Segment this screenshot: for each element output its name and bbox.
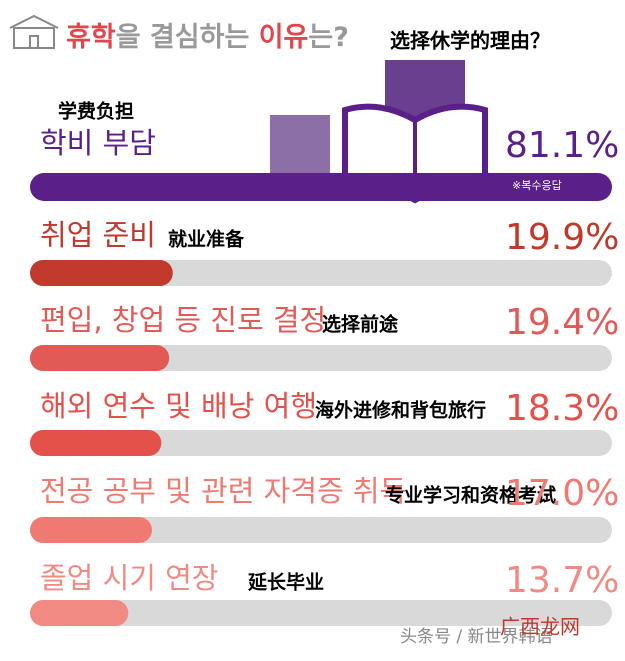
bar	[30, 430, 162, 456]
bar-track	[30, 260, 612, 286]
category-translation: 专业学习和资格考试	[385, 484, 556, 507]
title-part: 는?	[308, 22, 349, 53]
category-translation: 海外进修和背包旅行	[315, 399, 486, 422]
value-label: 13.7%	[505, 560, 619, 601]
school-icon	[9, 14, 59, 49]
bar	[30, 600, 129, 626]
title-part: 휴학	[66, 22, 116, 53]
category-label: 편입, 창업 등 진로 결정	[40, 303, 326, 337]
category-label: 전공 공부 및 관련 자격증 취득	[40, 474, 406, 508]
category-translation: 学费负担	[58, 100, 134, 123]
category-label: 해외 연수 및 배낭 여행	[40, 389, 317, 423]
note: ※복수응답	[512, 179, 562, 192]
bar-track	[30, 345, 612, 371]
title-part: 이유	[259, 22, 309, 53]
category-translation: 延长毕业	[247, 572, 324, 594]
value-label: 19.9%	[505, 217, 619, 258]
bar-track	[30, 600, 612, 626]
title-part: 을 결심하는	[116, 22, 259, 53]
bar-track	[30, 430, 612, 456]
chart-title: 휴학을 결심하는 이유는?	[66, 22, 349, 53]
bar	[30, 345, 170, 371]
value-label: 81.1%	[505, 125, 619, 166]
watermark: 头条号 / 新世界韩语	[400, 627, 553, 647]
value-label: 17.0%	[505, 473, 619, 514]
bar	[30, 517, 152, 543]
category-translation: 选择前途	[322, 313, 399, 336]
category-label: 학비 부담	[40, 126, 156, 160]
bar	[30, 260, 173, 286]
bar	[30, 173, 612, 201]
bar-track	[30, 517, 612, 543]
value-label: 18.3%	[505, 388, 619, 429]
category-translation: 就业准备	[168, 228, 245, 251]
category-label: 졸업 시기 연장	[40, 561, 219, 595]
category-label: 취업 준비	[40, 218, 156, 252]
value-label: 19.4%	[505, 302, 619, 343]
title-translation: 选择休学的理由？	[390, 29, 550, 53]
watermark: 广西龙网	[500, 615, 580, 639]
